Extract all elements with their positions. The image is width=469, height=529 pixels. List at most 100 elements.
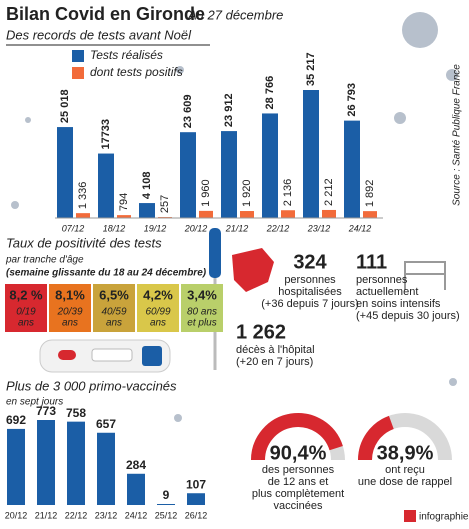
value-label: 23 912 xyxy=(223,93,235,127)
positivity-cell xyxy=(5,284,47,332)
gauge-caption: de 12 ans et xyxy=(268,476,329,488)
gauge-caption: vaccinées xyxy=(274,500,323,512)
bar xyxy=(262,113,278,218)
decor xyxy=(11,12,458,422)
figure-text: actuellement xyxy=(356,286,418,298)
x-tick-label: 23/12 xyxy=(307,223,331,233)
x-tick-label: 20/12 xyxy=(5,510,28,520)
value-label: 107 xyxy=(186,477,206,491)
period: (semaine glissante du 18 au 24 décembre) xyxy=(6,268,207,279)
bar xyxy=(98,153,114,218)
rate: 3,4% xyxy=(187,287,217,302)
bar xyxy=(363,211,377,218)
bar xyxy=(157,504,175,505)
chart-title: Des records de tests avant Noël xyxy=(6,27,192,42)
bar xyxy=(180,132,196,218)
positivity-cell xyxy=(93,284,135,332)
chart-title: Plus de 3 000 primo-vaccinés xyxy=(6,378,177,393)
value-label: 25 018 xyxy=(59,89,71,123)
date: Au 27 décembre xyxy=(187,7,283,22)
bar xyxy=(67,421,85,505)
age: 0/19 xyxy=(16,307,36,318)
gauge-value xyxy=(251,413,343,461)
logo xyxy=(404,510,416,522)
rate: 6,5% xyxy=(99,287,129,302)
value-label: 35 217 xyxy=(305,52,317,86)
figure-text: (+20 en 7 jours) xyxy=(236,356,313,368)
value-label: 1 920 xyxy=(241,179,253,207)
bar xyxy=(37,420,55,505)
bar xyxy=(97,432,115,505)
age: 80 ans xyxy=(187,307,217,318)
x-tick-label: 19/12 xyxy=(144,223,167,233)
figure-text: (+45 depuis 30 jours) xyxy=(356,310,460,322)
x-tick-label: 18/12 xyxy=(103,223,126,233)
x-tick-label: 26/12 xyxy=(185,510,208,520)
value-label: 1 960 xyxy=(200,179,212,207)
figure-text: décès à l'hôpital xyxy=(236,344,315,356)
source: Source : Santé Publique France xyxy=(452,64,463,206)
value-label: 23 609 xyxy=(182,95,194,129)
value-label: 1 892 xyxy=(364,180,376,208)
bar xyxy=(139,203,155,218)
title: Bilan Covid en Gironde xyxy=(6,4,205,24)
legend-swatch xyxy=(72,50,84,62)
bed-icon xyxy=(404,261,446,290)
gauge-caption: ont reçu xyxy=(385,464,425,476)
x-tick-label: 23/12 xyxy=(95,510,118,520)
subtitle: en sept jours xyxy=(6,397,63,408)
x-tick-label: 22/12 xyxy=(65,510,88,520)
bar xyxy=(187,493,205,505)
x-tick-label: 21/12 xyxy=(225,223,249,233)
subtitle: par tranche d'âge xyxy=(5,255,84,266)
bar xyxy=(127,473,145,505)
bar xyxy=(199,210,213,218)
gauge-label: 90,4% xyxy=(270,442,327,464)
value-label: 257 xyxy=(159,195,171,213)
x-tick-label: 07/12 xyxy=(62,223,85,233)
positivity-cell xyxy=(137,284,179,332)
figure: 324 xyxy=(293,251,327,273)
age: ans xyxy=(106,318,122,329)
value-label: 17733 xyxy=(100,119,112,150)
figure-text: personnes xyxy=(284,274,336,286)
bar xyxy=(221,131,237,218)
positivity-cell xyxy=(181,284,223,332)
figure-text: personnes xyxy=(356,274,408,286)
x-tick-label: 20/12 xyxy=(184,223,208,233)
figure: 111 xyxy=(356,251,387,273)
bar xyxy=(344,120,360,218)
bar xyxy=(7,428,25,505)
age: ans xyxy=(62,318,78,329)
legend-label: dont tests positifs xyxy=(90,65,183,79)
rate: 8,2 % xyxy=(9,287,43,302)
positivity-cell xyxy=(49,284,91,332)
value-label: 2 212 xyxy=(323,178,335,206)
bar xyxy=(76,213,90,218)
gauge-value xyxy=(358,415,395,461)
legend-swatch xyxy=(72,67,84,79)
gauge-caption: plus complètement xyxy=(252,488,344,500)
footer: infographie xyxy=(419,512,469,523)
x-tick-label: 24/12 xyxy=(125,510,148,520)
figure-text: (+36 depuis 7 jours) xyxy=(261,298,359,310)
rate: 4,2% xyxy=(143,287,173,302)
gauge-label: 38,9% xyxy=(377,442,434,464)
value-label: 657 xyxy=(96,417,116,431)
figure-text: hospitalisées xyxy=(278,286,342,298)
x-tick-label: 25/12 xyxy=(155,510,178,520)
bar xyxy=(281,210,295,218)
value-label: 284 xyxy=(126,458,146,472)
x-tick-label: 24/12 xyxy=(348,223,372,233)
x-tick-label: 22/12 xyxy=(266,223,290,233)
value-label: 773 xyxy=(36,404,56,418)
gauge-caption: des personnes xyxy=(262,464,335,476)
bar xyxy=(322,209,336,218)
section-title: Taux de positivité des tests xyxy=(6,235,162,250)
value-label: 4 108 xyxy=(141,172,153,200)
age: 60/99 xyxy=(145,307,170,318)
bar xyxy=(303,90,319,218)
value-label: 1 336 xyxy=(77,182,89,210)
value-label: 2 136 xyxy=(282,179,294,207)
